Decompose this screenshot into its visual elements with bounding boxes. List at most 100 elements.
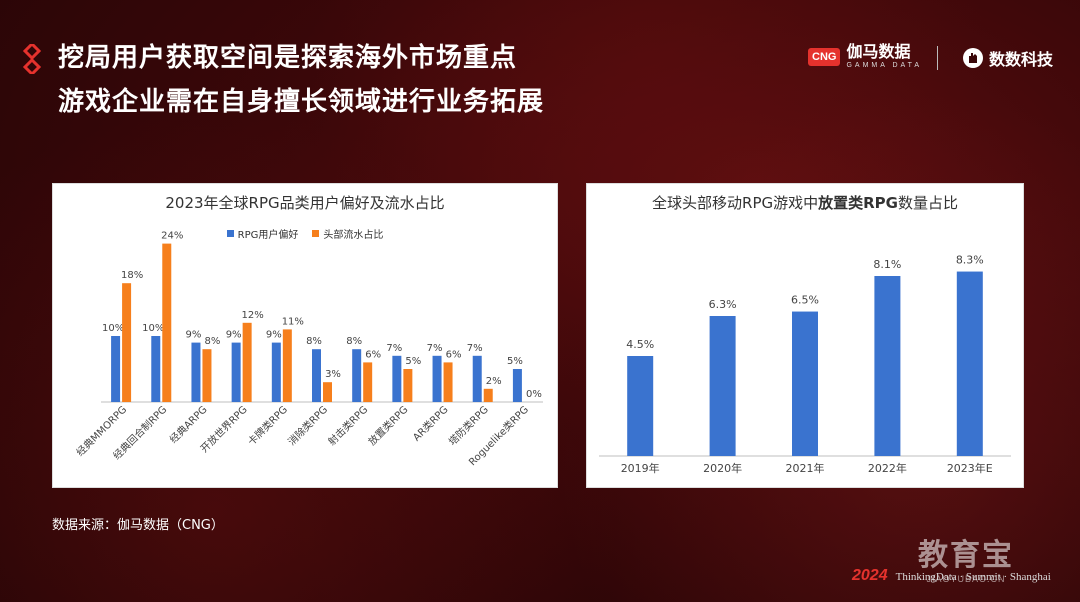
- bar-preference: [472, 355, 482, 402]
- data-label: 3%: [325, 369, 341, 380]
- data-label: 5%: [507, 356, 523, 367]
- logo-divider: [937, 46, 938, 70]
- bar-revenue: [483, 388, 493, 402]
- data-label: 9%: [186, 330, 202, 341]
- bar-preference: [231, 342, 241, 402]
- data-label: 8%: [306, 336, 322, 347]
- bar-revenue: [403, 369, 413, 402]
- footer-text: ThinkingData · Summit · Shanghai: [895, 571, 1051, 583]
- data-label: 10%: [142, 323, 164, 334]
- bar-preference: [111, 336, 121, 402]
- hand-logo-icon: [963, 48, 983, 68]
- bar-revenue: [202, 349, 212, 402]
- footer: 2024 ThinkingData · Summit · Shanghai: [852, 567, 1051, 585]
- page-title: 挖局用户获取空间是探索海外市场重点 游戏企业需在自身擅长领域进行业务拓展: [58, 36, 544, 124]
- bar-idle-rpg-share: [627, 356, 654, 456]
- data-label: 6.5%: [791, 294, 819, 307]
- legend-item-revenue: 头部流水占比: [312, 226, 383, 241]
- x-tick-label: 2021年: [786, 461, 825, 475]
- data-source-note: 数据来源：伽马数据（CNG）: [52, 518, 224, 533]
- right-title-pre: 全球头部移动RPG游戏中: [652, 194, 819, 212]
- legend-swatch-blue: [226, 230, 234, 237]
- diamond-logo-icon: [22, 44, 42, 74]
- cng-logo: CNG 伽马数据 GAMMA DATA: [808, 44, 922, 69]
- x-tick-label: 2023年E: [947, 461, 993, 475]
- data-label: 8.3%: [956, 254, 984, 267]
- x-tick-label: 2020年: [703, 461, 742, 475]
- right-title-bold: 放置类RPG: [818, 194, 898, 212]
- right-chart-panel: 全球头部移动RPG游戏中放置类RPG数量占比 4.5% 2019年 6.3% 2020…: [586, 183, 1024, 488]
- x-tick-label: 经典ARPG: [167, 403, 210, 446]
- data-label: 5%: [405, 356, 421, 367]
- bar-revenue: [443, 362, 453, 402]
- data-label: 4.5%: [626, 338, 654, 351]
- right-title-post: 数量占比: [897, 194, 958, 212]
- watermark: 教育宝 JIAOYUBAO.CN: [918, 530, 1014, 584]
- data-label: 6%: [446, 349, 462, 360]
- x-tick-label: 射击类RPG: [325, 403, 370, 448]
- bar-revenue: [122, 283, 132, 402]
- footer-year: 2024: [852, 567, 888, 584]
- legend-label-revenue: 头部流水占比: [323, 230, 384, 241]
- data-label: 7%: [427, 343, 443, 354]
- cng-logo-name: 伽马数据: [846, 42, 911, 61]
- data-label: 10%: [102, 323, 124, 334]
- bar-revenue: [363, 362, 373, 402]
- thinkingdata-name: 数数科技: [989, 50, 1054, 69]
- data-label: 6.3%: [709, 298, 737, 311]
- cng-logo-sub: GAMMA DATA: [846, 62, 923, 69]
- title-line-2: 游戏企业需在自身擅长领域进行业务拓展: [58, 87, 545, 117]
- x-tick-label: AR类RPG: [410, 403, 451, 444]
- data-label: 8%: [346, 336, 362, 347]
- x-tick-label: 2022年: [868, 461, 907, 475]
- title-line-1: 挖局用户获取空间是探索海外市场重点: [58, 43, 518, 73]
- x-tick-label: 塔防类RPG: [446, 403, 491, 448]
- data-label: 9%: [226, 330, 242, 341]
- bar-idle-rpg-share: [874, 276, 901, 456]
- data-label: 11%: [282, 316, 304, 327]
- left-chart-legend: RPG用户偏好 头部流水占比: [53, 226, 557, 241]
- right-bar-chart: 4.5% 2019年 6.3% 2020年 6.5% 2021年 8.1% 2022年 8.3%…: [599, 254, 1011, 475]
- data-label: 7%: [467, 343, 483, 354]
- bar-preference: [432, 355, 442, 402]
- left-chart-panel: 2023年全球RPG品类用户偏好及流水占比 RPG用户偏好 头部流水占比 10%…: [52, 183, 558, 488]
- x-tick-label: 卡牌类RPG: [245, 403, 290, 448]
- legend-item-preference: RPG用户偏好: [226, 226, 299, 241]
- cng-logo-mark: CNG: [808, 47, 841, 66]
- data-label: 9%: [266, 330, 282, 341]
- data-label: 12%: [242, 310, 264, 321]
- data-label: 0%: [526, 389, 542, 400]
- bar-idle-rpg-share: [956, 271, 983, 456]
- bar-revenue: [242, 322, 252, 402]
- bar-idle-rpg-share: [709, 316, 736, 456]
- bar-preference: [151, 336, 161, 402]
- x-tick-label: 放置类RPG: [365, 403, 410, 448]
- bar-idle-rpg-share: [792, 311, 818, 456]
- left-chart-title: 2023年全球RPG品类用户偏好及流水占比: [165, 194, 445, 212]
- data-label: 6%: [365, 349, 381, 360]
- bar-revenue: [162, 243, 172, 402]
- bar-preference: [512, 369, 522, 402]
- watermark-big: 教育宝: [918, 538, 1014, 573]
- bar-revenue: [282, 329, 292, 402]
- legend-label-preference: RPG用户偏好: [237, 230, 299, 241]
- right-chart-title: 全球头部移动RPG游戏中放置类RPG数量占比: [587, 192, 1023, 213]
- bar-revenue: [323, 382, 332, 402]
- data-label: 8.1%: [873, 258, 901, 271]
- data-label: 2%: [486, 376, 502, 387]
- bar-preference: [312, 349, 321, 402]
- data-label: 18%: [121, 270, 143, 281]
- legend-swatch-orange: [312, 230, 320, 237]
- watermark-small: JIAOYUBAO.CN: [926, 574, 1006, 584]
- thinkingdata-logo: 数数科技: [962, 46, 1053, 70]
- x-tick-label: 消除类RPG: [285, 403, 330, 448]
- bar-preference: [352, 349, 362, 402]
- data-label: 7%: [386, 343, 402, 354]
- bar-preference: [191, 342, 201, 402]
- bar-preference: [271, 342, 281, 402]
- x-tick-label: 2019年: [621, 461, 660, 475]
- bar-preference: [392, 355, 402, 402]
- data-label: 24%: [161, 231, 183, 242]
- data-label: 8%: [205, 336, 221, 347]
- left-bar-chart: 10%18%经典MMORPG10%24%经典回合制RPG9%8%经典ARPG9%…: [73, 231, 543, 468]
